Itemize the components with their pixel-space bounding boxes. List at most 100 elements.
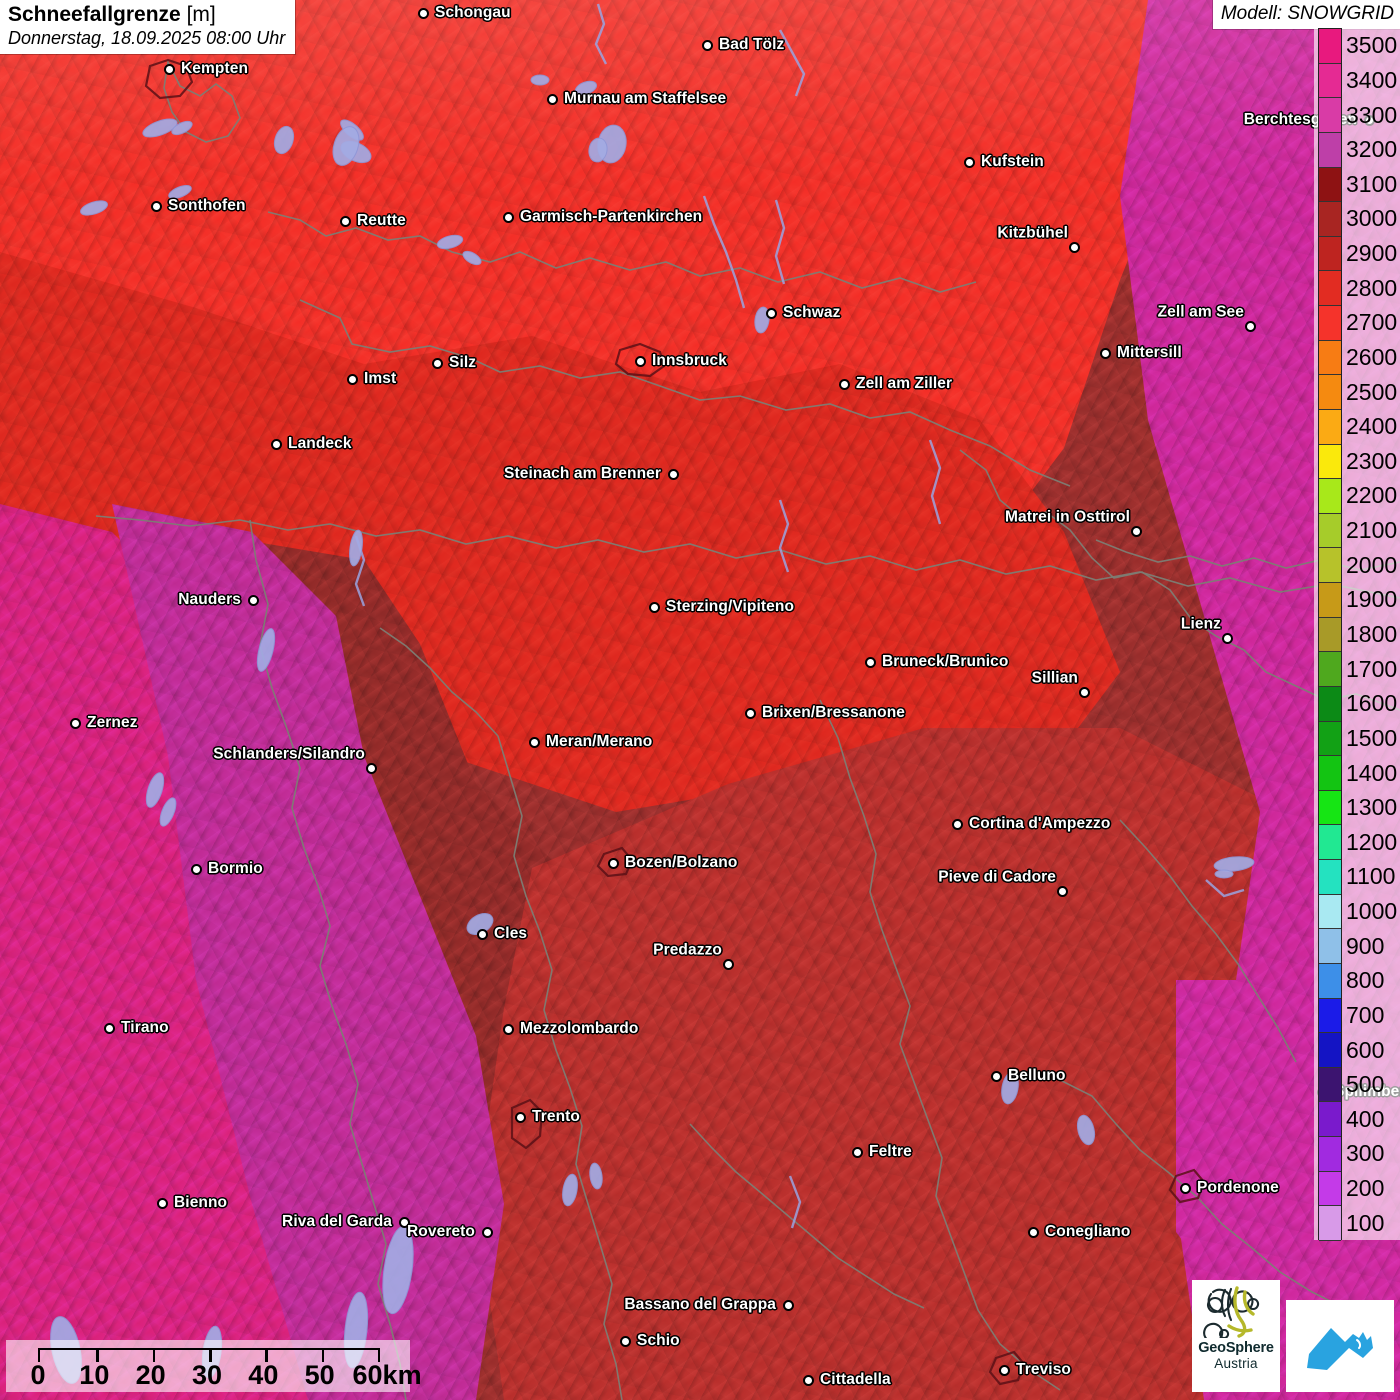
legend-tick: 100 xyxy=(1346,1209,1385,1236)
scale-bar-label: 10 xyxy=(79,1360,110,1390)
city-dot-icon xyxy=(190,863,202,875)
city-dot-icon xyxy=(1244,320,1256,332)
city-label: Garmisch-Partenkirchen xyxy=(520,208,703,225)
city-dot-icon xyxy=(69,717,81,729)
city-dot-icon xyxy=(722,958,734,970)
legend-swatch xyxy=(1319,409,1341,445)
legend-tick: 500 xyxy=(1346,1071,1385,1098)
city-dot-icon xyxy=(502,211,514,223)
legend-tick: 1300 xyxy=(1346,794,1398,821)
scale-bar-label: 60km xyxy=(352,1360,422,1390)
city-dot-icon xyxy=(1130,525,1142,537)
city-label: Schio xyxy=(637,1332,680,1349)
city-dot-icon xyxy=(1221,632,1233,644)
city-label: Meran/Merano xyxy=(546,733,653,750)
city-label: Reutte xyxy=(357,212,406,229)
city-dot-icon xyxy=(1078,686,1090,698)
geosphere-name-line1: GeoSphere xyxy=(1198,1340,1274,1356)
legend-tick: 3500 xyxy=(1346,32,1398,59)
city-label: Silz xyxy=(449,354,477,371)
city-label: Bad Tölz xyxy=(719,36,785,53)
legend-tick: 2100 xyxy=(1346,517,1398,544)
legend-color-ramp xyxy=(1318,28,1342,1241)
city-dot-icon xyxy=(546,93,558,105)
country-borders xyxy=(95,59,1400,1400)
color-legend: 3500 3400 3300 3200 3100 3000 2900 2800 2700 2600… xyxy=(1314,28,1400,1241)
city-label: Cittadella xyxy=(820,1371,891,1388)
city-label: Bruneck/Brunico xyxy=(882,653,1009,670)
model-label: Modell: SNOWGRID xyxy=(1212,0,1400,29)
city-dot-icon xyxy=(1027,1226,1039,1238)
scale-bar-rule xyxy=(38,1348,380,1362)
city-label: Schwaz xyxy=(783,304,841,321)
city-dot-icon xyxy=(481,1226,493,1238)
legend-tick: 3400 xyxy=(1346,66,1398,93)
legend-tick: 400 xyxy=(1346,1105,1385,1132)
city-dot-icon xyxy=(990,1070,1002,1082)
city-dot-icon xyxy=(864,656,876,668)
city-dot-icon xyxy=(744,707,756,719)
legend-swatch xyxy=(1319,894,1341,930)
city-label: Zell am Ziller xyxy=(856,375,953,392)
legend-swatch xyxy=(1319,825,1341,861)
scale-bar-tick xyxy=(265,1350,268,1362)
legend-tick: 1100 xyxy=(1346,863,1396,890)
city-label: Murnau am Staffelsee xyxy=(564,90,727,107)
geosphere-name-line2: Austria xyxy=(1214,1356,1258,1371)
legend-swatch xyxy=(1319,583,1341,618)
city-dot-icon xyxy=(667,468,679,480)
legend-swatch xyxy=(1319,1137,1341,1172)
alpine-chevron-logo[interactable] xyxy=(1286,1300,1394,1392)
city-label: Tirano xyxy=(121,1019,169,1036)
city-label: Brixen/Bressanone xyxy=(762,704,905,721)
urban-outlines xyxy=(144,58,1206,1386)
city-dot-icon xyxy=(103,1022,115,1034)
city-dot-icon xyxy=(163,63,175,75)
city-label: Bormio xyxy=(208,860,263,877)
legend-swatch xyxy=(1319,444,1341,480)
legend-tick: 3200 xyxy=(1346,136,1398,163)
legend-tick: 3300 xyxy=(1346,101,1398,128)
legend-tick: 900 xyxy=(1346,932,1385,959)
legend-tick: 1800 xyxy=(1346,621,1398,647)
city-label: Steinach am Brenner xyxy=(504,465,661,482)
legend-tick: 800 xyxy=(1346,967,1385,994)
city-dot-icon xyxy=(838,378,850,390)
city-dot-icon xyxy=(339,215,351,227)
city-dot-icon xyxy=(802,1374,814,1386)
legend-swatch xyxy=(1319,202,1341,237)
city-label: Kufstein xyxy=(981,153,1044,170)
scale-bar-label: 20 xyxy=(135,1360,166,1390)
legend-tick: 2300 xyxy=(1346,447,1398,474)
legend-swatch xyxy=(1319,1171,1341,1207)
city-dot-icon xyxy=(998,1364,1010,1376)
legend-swatch xyxy=(1319,998,1341,1034)
city-dot-icon xyxy=(398,1216,410,1228)
city-dot-icon xyxy=(851,1146,863,1158)
city-label: Sonthofen xyxy=(168,197,246,214)
city-label: Landeck xyxy=(288,435,352,452)
city-label: Feltre xyxy=(869,1143,912,1160)
city-dot-icon xyxy=(346,373,358,385)
geosphere-austria-logo[interactable]: GeoSphere Austria xyxy=(1192,1280,1280,1392)
city-label: Innsbruck xyxy=(652,352,727,369)
legend-tick: 700 xyxy=(1346,1001,1385,1028)
city-label: Zernez xyxy=(87,714,138,731)
legend-swatch xyxy=(1319,756,1341,791)
city-dot-icon xyxy=(634,355,646,367)
city-label: Kempten xyxy=(181,60,249,77)
legend-tick: 3000 xyxy=(1346,205,1398,232)
legend-tick: 1000 xyxy=(1346,898,1398,925)
legend-tick: 300 xyxy=(1346,1140,1385,1167)
legend-tick: 2600 xyxy=(1346,343,1398,370)
legend-tick: 3100 xyxy=(1346,170,1398,197)
city-label: Bienno xyxy=(174,1194,228,1211)
legend-swatch xyxy=(1319,1033,1341,1068)
scale-bar: 0 10 20 30 40 50 60km xyxy=(6,1340,422,1392)
legend-tick: 1700 xyxy=(1346,655,1398,682)
